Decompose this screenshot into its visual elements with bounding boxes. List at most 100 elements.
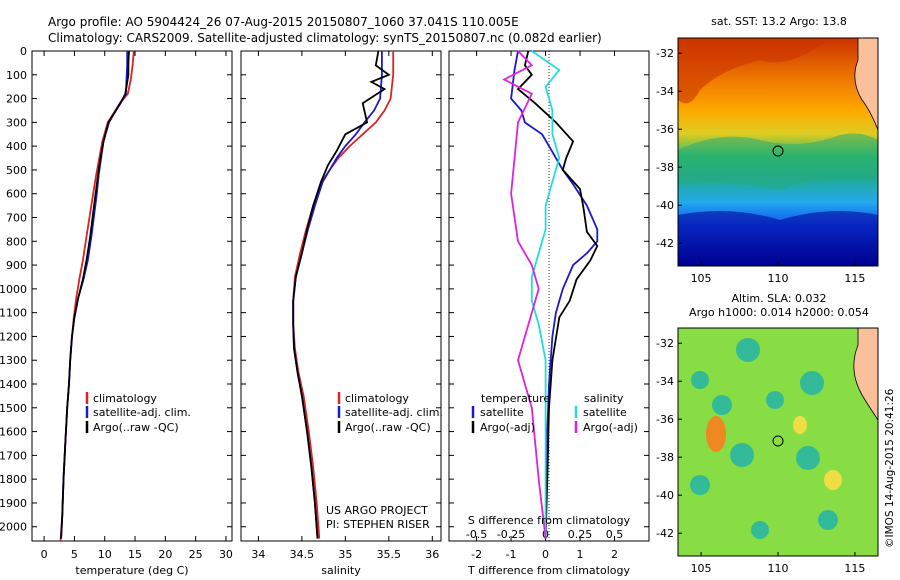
- depth-tick-label: 2000: [0, 521, 27, 534]
- s-diff-axis-ticks: -0.5 -0.25 0 0.25 0.5: [466, 528, 623, 541]
- pi-annotation: PI: STEPHEN RISER: [326, 518, 430, 531]
- x-tick-label: 35: [338, 548, 352, 561]
- depth-tick-label: 1200: [0, 330, 27, 343]
- sst-cold-patch: [678, 211, 878, 266]
- difference-series: [502, 50, 599, 539]
- sla-eddy: [800, 371, 824, 395]
- series-line-1: [516, 50, 599, 539]
- x-tick-label: 30: [219, 548, 233, 561]
- legend-label-climatology: climatology: [345, 392, 409, 405]
- lat-tick-label: -34: [656, 375, 674, 388]
- depth-tick-label: 1600: [0, 426, 27, 439]
- lat-tick-label: -36: [656, 413, 674, 426]
- depth-tick-label: 1500: [0, 402, 27, 415]
- sst-float-marker: [772, 145, 784, 157]
- sla-eddy: [690, 475, 710, 495]
- x-tick-label: 20: [158, 548, 172, 561]
- s-diff-xlabel: S difference from climatology: [468, 514, 631, 527]
- x-tick-label: 34.5: [290, 548, 315, 561]
- lon-tick-label: 105: [691, 272, 712, 285]
- series-line-0: [59, 50, 135, 542]
- depth-tick-label: 700: [6, 212, 27, 225]
- lat-tick-label: -42: [656, 237, 674, 250]
- depth-tick-label: 300: [6, 116, 27, 129]
- sla-float-marker: [772, 435, 784, 447]
- temperature-axis-ticks: 0 5 10 15 20 25 30: [41, 51, 233, 561]
- sla-eddy: [712, 395, 732, 415]
- lat-tick-label: -42: [656, 527, 674, 540]
- depth-axis-ticks: 0 100 200 300 400 500 600 700 800 900 1000 1100 1200…: [0, 45, 649, 534]
- difference-legend: temperature salinity satellite Argo(-adj…: [471, 392, 638, 434]
- sla-high: [793, 416, 807, 434]
- lat-tick-label: -36: [656, 123, 674, 136]
- lat-tick-label: -32: [656, 47, 674, 60]
- sla-map: [678, 328, 878, 556]
- depth-tick-label: 800: [6, 235, 27, 248]
- legend-label-satellite: satellite-adj. clim.: [93, 406, 191, 419]
- depth-tick-label: 1300: [0, 354, 27, 367]
- lat-tick-label: -38: [656, 161, 674, 174]
- sla-eddy: [751, 521, 769, 539]
- series-line-1: [60, 51, 129, 539]
- x-tick-label: -2: [471, 548, 482, 561]
- temperature-legend: climatology satellite-adj. clim. Argo(..…: [85, 392, 191, 434]
- x-tick-label: 5: [71, 548, 78, 561]
- sst-map-ticks: 105 110 115 -32 -34 -36 -38 -40 -42: [656, 47, 865, 285]
- x-tick-label: -0.25: [497, 528, 525, 541]
- x-tick-label: -0.5: [466, 528, 487, 541]
- depth-tick-label: 1000: [0, 283, 27, 296]
- depth-tick-label: 0: [20, 45, 27, 58]
- depth-tick-label: 1900: [0, 497, 27, 510]
- depth-tick-label: 1800: [0, 473, 27, 486]
- lat-tick-label: -34: [656, 85, 674, 98]
- series-line-3: [502, 50, 547, 539]
- legend-title-temperature: temperature: [481, 392, 550, 405]
- series-line-2: [292, 50, 391, 539]
- lat-tick-label: -32: [656, 337, 674, 350]
- sla-high: [824, 470, 842, 490]
- sla-eddy: [796, 446, 820, 470]
- temperature-axes: [31, 50, 233, 542]
- lon-tick-label: 105: [691, 562, 712, 575]
- difference-axes: [448, 50, 650, 542]
- x-tick-label: 10: [98, 548, 112, 561]
- sst-mid-patch: [678, 133, 878, 190]
- x-tick-label: 0.25: [568, 528, 593, 541]
- sla-eddy: [736, 338, 760, 362]
- x-tick-label: -1: [506, 548, 517, 561]
- series-line-2: [60, 50, 130, 539]
- salinity-series: [292, 50, 395, 539]
- temperature-series: [59, 50, 135, 542]
- depth-tick-label: 200: [6, 93, 27, 106]
- x-tick-label: 2: [611, 548, 618, 561]
- series-line-0: [510, 50, 599, 539]
- lon-tick-label: 115: [844, 562, 865, 575]
- sla-eddy: [818, 510, 838, 530]
- sla-map-subtitle: Argo h1000: 0.014 h2000: 0.054: [689, 306, 869, 319]
- header-line1: Argo profile: AO 5904424_26 07-Aug-2015 …: [48, 15, 519, 29]
- sla-eddy: [766, 391, 784, 409]
- x-tick-label: 25: [189, 548, 203, 561]
- series-line-1: [292, 51, 383, 539]
- legend-label-t-satellite: satellite: [480, 406, 524, 419]
- x-tick-label: 1: [577, 548, 584, 561]
- depth-tick-label: 400: [6, 140, 27, 153]
- lat-tick-label: -38: [656, 451, 674, 464]
- lon-tick-label: 115: [844, 272, 865, 285]
- legend-label-climatology: climatology: [93, 392, 157, 405]
- sla-coastline: [853, 328, 878, 421]
- series-line-2: [530, 50, 561, 539]
- x-tick-label: 0.5: [606, 528, 624, 541]
- t-diff-xlabel: T difference from climatology: [467, 564, 630, 577]
- legend-label-t-argo: Argo(-adj): [480, 421, 535, 434]
- sla-map-ticks: 105 110 115 -32 -34 -36 -38 -40 -42: [656, 337, 865, 575]
- depth-tick-label: 900: [6, 259, 27, 272]
- x-tick-label: 0: [41, 548, 48, 561]
- project-annotation: US ARGO PROJECT: [326, 504, 428, 517]
- lon-tick-label: 110: [768, 562, 789, 575]
- salinity-axis-ticks: 34 34.5 35 35.5 36: [251, 51, 439, 561]
- depth-tick-label: 500: [6, 164, 27, 177]
- depth-tick-label: 1100: [0, 307, 27, 320]
- t-diff-axis-ticks: -2 -1 0 1 2: [471, 51, 618, 561]
